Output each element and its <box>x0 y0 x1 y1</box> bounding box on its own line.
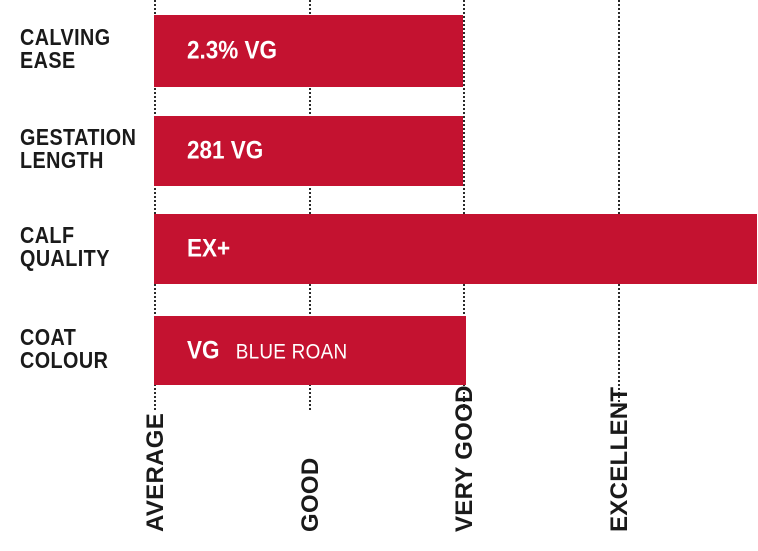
bar-note-label: BLUE ROAN <box>235 340 348 363</box>
category-label: GESTATION LENGTH <box>20 124 137 173</box>
bar-value-label: VG BLUE ROAN <box>187 336 348 364</box>
gridline-0 <box>154 0 156 410</box>
bar: EX+ <box>154 214 757 284</box>
x-tick-label: EXCELLENT <box>605 386 633 532</box>
bar: 281 VG <box>154 116 463 186</box>
x-tick-label: GOOD <box>296 457 324 532</box>
gridline-3 <box>617 0 620 410</box>
gridline-1 <box>308 0 311 410</box>
category-label: CALVING EASE <box>20 24 111 73</box>
bar-value-label: EX+ <box>187 234 231 263</box>
gridline-2 <box>463 0 465 410</box>
category-label: COAT COLOUR <box>20 323 109 373</box>
bar: 2.3% VG <box>154 15 463 87</box>
bar-value-label: 2.3% VG <box>187 36 278 65</box>
x-tick-label: AVERAGE <box>142 412 169 532</box>
x-tick-label: VERY GOOD <box>451 385 478 532</box>
category-label: CALF QUALITY <box>20 222 110 271</box>
bar: VG BLUE ROAN <box>154 316 467 385</box>
bar-value-label: 281 VG <box>187 136 264 165</box>
